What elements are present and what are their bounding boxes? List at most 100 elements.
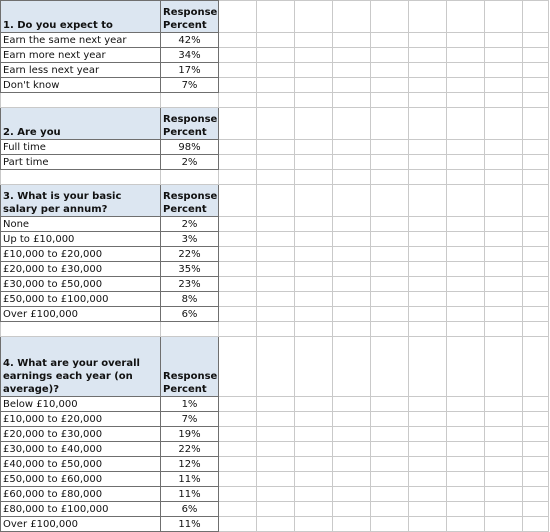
empty-cell[interactable] xyxy=(256,411,295,427)
empty-cell[interactable] xyxy=(484,456,523,472)
empty-cell[interactable] xyxy=(522,0,549,33)
empty-cell[interactable] xyxy=(522,411,549,427)
empty-cell[interactable] xyxy=(522,306,549,322)
answer-label[interactable]: £80,000 to £100,000 xyxy=(0,501,161,517)
empty-cell[interactable] xyxy=(332,321,371,337)
empty-cell[interactable] xyxy=(294,169,333,185)
empty-cell[interactable] xyxy=(218,261,257,277)
empty-cell[interactable] xyxy=(408,306,447,322)
empty-cell[interactable] xyxy=(256,261,295,277)
empty-cell[interactable] xyxy=(370,216,409,232)
empty-cell[interactable] xyxy=(408,411,447,427)
empty-cell[interactable] xyxy=(256,169,295,185)
empty-cell[interactable] xyxy=(484,47,523,63)
empty-cell[interactable] xyxy=(370,47,409,63)
empty-cell[interactable] xyxy=(408,321,447,337)
response-percent-header[interactable]: Response Percent xyxy=(160,0,219,33)
empty-cell[interactable] xyxy=(332,426,371,442)
empty-cell[interactable] xyxy=(446,486,485,502)
empty-cell[interactable] xyxy=(484,501,523,517)
empty-cell[interactable] xyxy=(370,0,409,33)
answer-label[interactable]: £60,000 to £80,000 xyxy=(0,486,161,502)
response-percent-value[interactable]: 6% xyxy=(160,501,219,517)
empty-cell[interactable] xyxy=(294,261,333,277)
empty-cell[interactable] xyxy=(484,107,523,140)
empty-cell[interactable] xyxy=(370,411,409,427)
empty-cell[interactable] xyxy=(484,139,523,155)
empty-cell[interactable] xyxy=(332,276,371,292)
empty-cell[interactable] xyxy=(370,486,409,502)
empty-cell[interactable] xyxy=(446,47,485,63)
empty-cell[interactable] xyxy=(294,92,333,108)
empty-cell[interactable] xyxy=(484,92,523,108)
empty-cell[interactable] xyxy=(294,321,333,337)
empty-cell[interactable] xyxy=(218,396,257,412)
empty-cell[interactable] xyxy=(408,216,447,232)
answer-label[interactable]: Earn less next year xyxy=(0,62,161,78)
empty-cell[interactable] xyxy=(370,426,409,442)
empty-cell[interactable] xyxy=(332,169,371,185)
empty-cell[interactable] xyxy=(484,486,523,502)
empty-cell[interactable] xyxy=(522,471,549,487)
empty-cell[interactable] xyxy=(294,456,333,472)
empty-cell[interactable] xyxy=(484,426,523,442)
empty-cell[interactable] xyxy=(522,92,549,108)
empty-cell[interactable] xyxy=(370,501,409,517)
empty-cell[interactable] xyxy=(256,184,295,217)
empty-cell[interactable] xyxy=(408,32,447,48)
empty-cell[interactable] xyxy=(256,216,295,232)
empty-cell[interactable] xyxy=(408,0,447,33)
empty-cell[interactable] xyxy=(256,426,295,442)
answer-label[interactable]: £50,000 to £60,000 xyxy=(0,471,161,487)
empty-cell[interactable] xyxy=(484,276,523,292)
empty-cell[interactable] xyxy=(256,231,295,247)
empty-cell[interactable] xyxy=(294,291,333,307)
empty-cell[interactable] xyxy=(484,246,523,262)
empty-cell[interactable] xyxy=(256,246,295,262)
empty-cell[interactable] xyxy=(446,32,485,48)
response-percent-header[interactable]: Response Percent xyxy=(160,184,219,217)
question-title[interactable]: 1. Do you expect to xyxy=(0,0,161,33)
empty-cell[interactable] xyxy=(484,169,523,185)
empty-cell[interactable] xyxy=(332,471,371,487)
empty-cell[interactable] xyxy=(332,216,371,232)
empty-cell[interactable] xyxy=(370,77,409,93)
empty-cell[interactable] xyxy=(294,139,333,155)
empty-cell[interactable] xyxy=(484,471,523,487)
empty-cell[interactable] xyxy=(408,471,447,487)
empty-cell[interactable] xyxy=(294,276,333,292)
empty-cell[interactable] xyxy=(484,62,523,78)
response-percent-value[interactable]: 98% xyxy=(160,139,219,155)
response-percent-value[interactable]: 8% xyxy=(160,291,219,307)
empty-cell[interactable] xyxy=(256,0,295,33)
empty-cell[interactable] xyxy=(522,441,549,457)
response-percent-value[interactable]: 12% xyxy=(160,456,219,472)
empty-cell[interactable] xyxy=(218,184,257,217)
response-percent-value[interactable]: 7% xyxy=(160,411,219,427)
empty-cell[interactable] xyxy=(294,47,333,63)
empty-cell[interactable] xyxy=(294,441,333,457)
empty-cell[interactable] xyxy=(218,321,257,337)
response-percent-value[interactable]: 11% xyxy=(160,516,219,532)
response-percent-value[interactable]: 34% xyxy=(160,47,219,63)
empty-cell[interactable] xyxy=(522,426,549,442)
empty-cell[interactable] xyxy=(294,516,333,532)
empty-cell[interactable] xyxy=(218,92,257,108)
answer-label[interactable]: Over £100,000 xyxy=(0,516,161,532)
empty-cell[interactable] xyxy=(294,154,333,170)
empty-cell[interactable] xyxy=(370,32,409,48)
empty-cell[interactable] xyxy=(294,246,333,262)
empty-cell[interactable] xyxy=(446,107,485,140)
response-percent-header[interactable]: Response Percent xyxy=(160,336,219,397)
empty-cell[interactable] xyxy=(446,471,485,487)
empty-cell[interactable] xyxy=(446,501,485,517)
empty-cell[interactable] xyxy=(522,396,549,412)
empty-cell[interactable] xyxy=(446,77,485,93)
empty-cell[interactable] xyxy=(484,261,523,277)
question-title[interactable]: 3. What is your basic salary per annum? xyxy=(0,184,161,217)
empty-cell[interactable] xyxy=(522,216,549,232)
empty-cell[interactable] xyxy=(218,154,257,170)
empty-cell[interactable] xyxy=(332,154,371,170)
empty-cell[interactable] xyxy=(446,231,485,247)
empty-cell[interactable] xyxy=(484,396,523,412)
